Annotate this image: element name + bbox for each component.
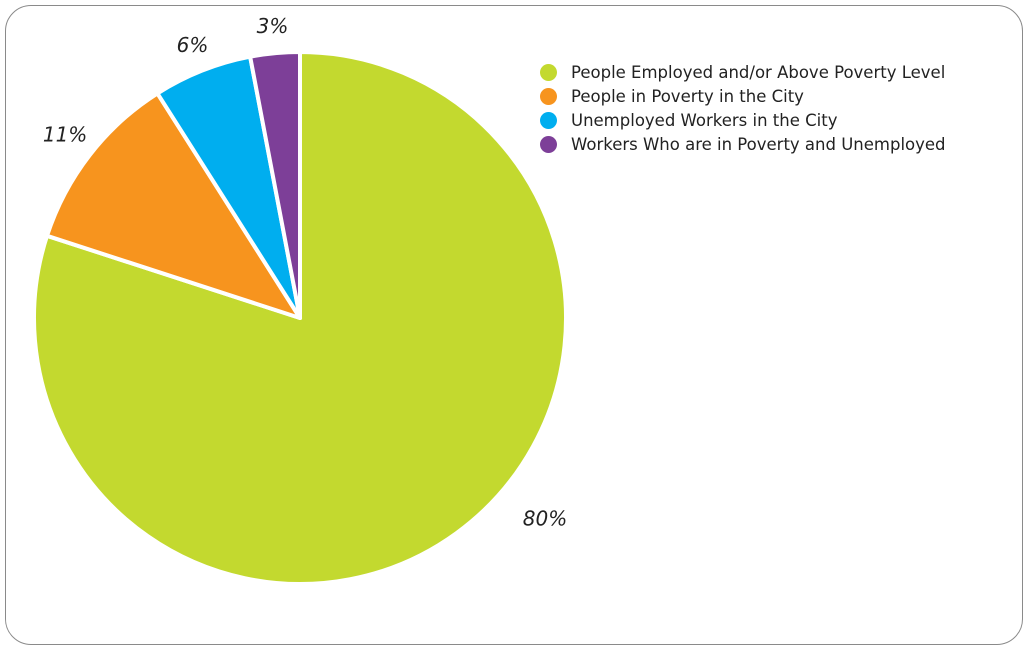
pie-slices	[32, 50, 568, 586]
legend-swatch-poverty	[540, 87, 557, 105]
pie-chart: 80% 11% 6% 3%	[32, 14, 568, 586]
legend-item-employed: People Employed and/or Above Poverty Lev…	[540, 60, 946, 84]
legend-item-poverty-unemployed: Workers Who are in Poverty and Unemploye…	[540, 132, 946, 156]
legend-label-poverty: People in Poverty in the City	[571, 86, 804, 106]
pie-slice	[45, 91, 302, 320]
legend-label-employed: People Employed and/or Above Poverty Lev…	[571, 62, 946, 82]
legend-swatch-employed	[540, 63, 557, 81]
pie-slice-label: 11%	[43, 122, 87, 146]
pie-labels: 80% 11% 6% 3%	[43, 14, 567, 531]
legend-label-poverty-unemployed: Workers Who are in Poverty and Unemploye…	[571, 134, 946, 154]
chart-legend: People Employed and/or Above Poverty Lev…	[540, 60, 946, 156]
pie-slice-label: 3%	[257, 14, 289, 38]
legend-swatch-poverty-unemployed	[540, 135, 557, 153]
pie-slice	[248, 50, 302, 320]
legend-label-unemployed: Unemployed Workers in the City	[571, 110, 838, 130]
legend-item-unemployed: Unemployed Workers in the City	[540, 108, 946, 132]
pie-slice-label: 6%	[177, 33, 209, 57]
legend-item-poverty: People in Poverty in the City	[540, 84, 946, 108]
legend-swatch-unemployed	[540, 111, 557, 129]
pie-slice-label: 80%	[523, 507, 567, 531]
